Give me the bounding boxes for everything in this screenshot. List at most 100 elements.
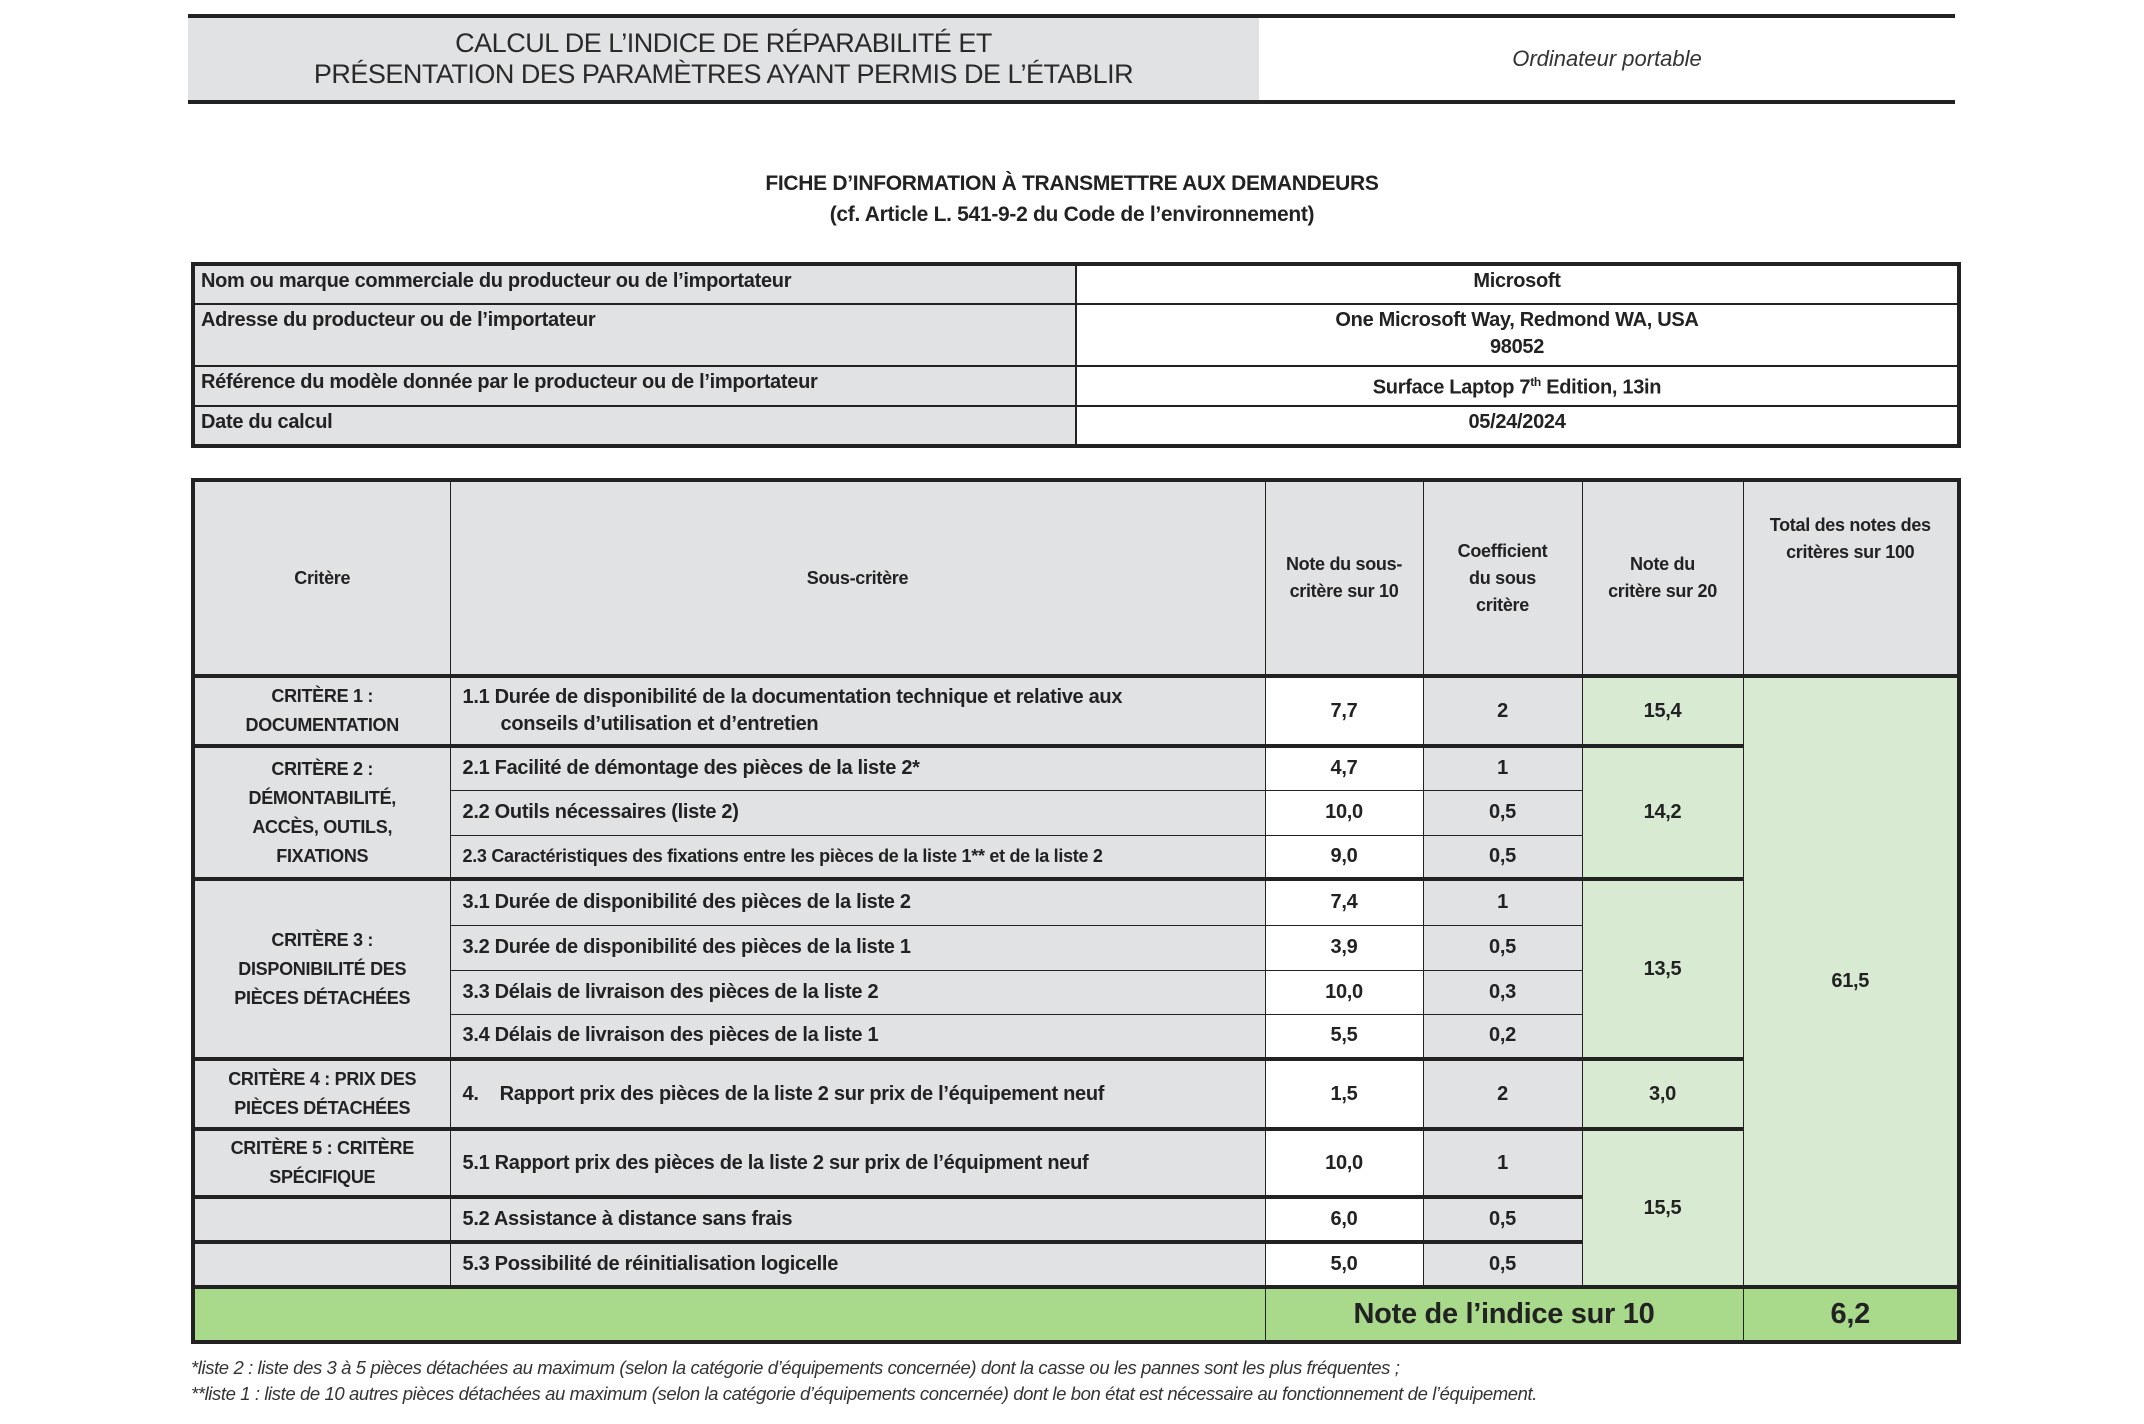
info-row-model: Référence du modèle donnée par le produc…	[192, 365, 1960, 407]
table-row: 5.3 Possibilité de réinitialisation logi…	[192, 1240, 1959, 1288]
sub-criterion-coef: 1	[1422, 744, 1583, 791]
header-note-sous-critere: Note du sous-critère sur 10	[1264, 479, 1424, 677]
criterion-text: DISPONIBILITÉ DES	[238, 958, 407, 979]
model-suffix: Edition, 13in	[1540, 376, 1662, 399]
product-category: Ordinateur portable	[1512, 46, 1702, 71]
criterion-4: CRITÈRE 4 : PRIX DES PIÈCES DÉTACHÉES	[192, 1057, 451, 1130]
sub-criterion-coef: 1	[1422, 877, 1583, 926]
address-line2: 98052	[1489, 336, 1545, 358]
criterion-empty-cell	[192, 1240, 451, 1288]
sub-criterion-coef: 0,2	[1422, 1013, 1583, 1060]
table-row: CRITÈRE 4 : PRIX DES PIÈCES DÉTACHÉES 4. …	[192, 1057, 1959, 1130]
sub-criterion-coef: 2	[1422, 674, 1583, 747]
table-row: CRITÈRE 2 : DÉMONTABILITÉ, ACCÈS, OUTILS, F…	[192, 744, 1959, 880]
criterion-2: CRITÈRE 2 : DÉMONTABILITÉ, ACCÈS, OUTILS, F…	[192, 744, 451, 880]
table-row: 3.3 Délais de livraison des pièces de la…	[193, 969, 1959, 1015]
date-label: Date du calcul	[192, 405, 1077, 447]
repairability-table: Critère Sous-critère Note du sous-critèr…	[191, 478, 1961, 1344]
sub-criterion-note: 7,7	[1264, 674, 1424, 747]
model-label: Référence du modèle donnée par le produc…	[192, 365, 1077, 407]
header-coefficient: Coefficient du sous critère	[1422, 479, 1583, 677]
sub-criterion-coef: 0,5	[1422, 834, 1583, 880]
sub-criterion-label: 3.1 Durée de disponibilité des pièces de…	[449, 877, 1266, 926]
sub-criterion-label: 1.1 Durée de disponibilité de la documen…	[449, 674, 1266, 747]
footnotes: *liste 2 : liste des 3 à 5 pièces détach…	[191, 1355, 1537, 1407]
sub-criterion-label: 5.2 Assistance à distance sans frais	[449, 1195, 1266, 1243]
table-row: 2.2 Outils nécessaires (liste 2) 10,0 0,…	[193, 789, 1959, 836]
criterion-3: CRITÈRE 3 : DISPONIBILITÉ DES PIÈCES DÉTAC…	[192, 877, 451, 1060]
header-text: Note du	[1630, 554, 1695, 574]
sub-criterion-note: 5,5	[1264, 1013, 1424, 1060]
model-value: Surface Laptop 7th Edition, 13in	[1075, 365, 1960, 407]
brand-value: Microsoft	[1075, 263, 1960, 305]
sub-criterion-note: 9,0	[1264, 834, 1424, 880]
criterion-text: SPÉCIFIQUE	[269, 1167, 376, 1187]
sub-criterion-text: 1.1 Durée de disponibilité de la documen…	[462, 686, 1123, 708]
sub-criterion-note: 6,0	[1264, 1195, 1424, 1243]
sub-criterion-label: 3.3 Délais de livraison des pièces de la…	[449, 969, 1266, 1015]
table-row: 3.4 Délais de livraison des pièces de la…	[193, 1013, 1959, 1060]
final-score-row: Note de l’indice sur 10 6,2	[192, 1285, 1960, 1343]
sub-criterion-note: 10,0	[1264, 1127, 1424, 1198]
model-sup: th	[1530, 375, 1541, 389]
address-line1: One Microsoft Way, Redmond WA, USA	[1335, 309, 1699, 331]
sub-criterion-note: 1,5	[1264, 1057, 1424, 1130]
criterion-text: CRITÈRE 3 :	[271, 929, 374, 950]
sub-criterion-coef: 2	[1422, 1057, 1583, 1130]
address-label: Adresse du producteur ou de l’importateu…	[192, 303, 1077, 367]
table-row: CRITÈRE 3 : DISPONIBILITÉ DES PIÈCES DÉTAC…	[192, 877, 1959, 1060]
final-empty-cell	[192, 1285, 1266, 1343]
fiche-heading: FICHE D’INFORMATION À TRANSMETTRE AUX DE…	[0, 168, 2144, 230]
document-header: CALCUL DE L’INDICE DE RÉPARABILITÉ ET PR…	[188, 14, 1955, 104]
criterion-note: 15,5	[1581, 1127, 1744, 1288]
criterion-text: DOCUMENTATION	[245, 715, 400, 735]
table-row: 3.2 Durée de disponibilité des pièces de…	[193, 924, 1959, 971]
criterion-text: PIÈCES DÉTACHÉES	[234, 987, 411, 1008]
header-title-line1: CALCUL DE L’INDICE DE RÉPARABILITÉ ET	[455, 28, 992, 58]
criterion-note: 13,5	[1581, 877, 1744, 1060]
criterion-5: CRITÈRE 5 : CRITÈRE SPÉCIFIQUE	[192, 1127, 451, 1198]
date-value: 05/24/2024	[1075, 405, 1960, 447]
sub-criterion-note: 5,0	[1264, 1240, 1424, 1288]
sub-criterion-text: conseils d’utilisation et d’entretien	[500, 713, 819, 735]
criterion-note: 3,0	[1581, 1057, 1744, 1130]
sub-criterion-note: 10,0	[1264, 789, 1424, 836]
header-title: CALCUL DE L’INDICE DE RÉPARABILITÉ ET PR…	[188, 18, 1259, 100]
table-row: CRITÈRE 5 : CRITÈRE SPÉCIFIQUE 5.1 Rappor…	[192, 1127, 1959, 1288]
criterion-text: CRITÈRE 2 :	[271, 758, 374, 779]
sub-criterion-note: 10,0	[1264, 969, 1424, 1015]
sub-criterion-coef: 1	[1422, 1127, 1583, 1198]
fiche-title: FICHE D’INFORMATION À TRANSMETTRE AUX DE…	[765, 172, 1379, 195]
sub-criterion-coef: 0,5	[1422, 1240, 1583, 1288]
sub-criterion-label: 2.2 Outils nécessaires (liste 2)	[449, 789, 1266, 836]
criterion-text: DÉMONTABILITÉ,	[248, 787, 397, 808]
brand-label: Nom ou marque commerciale du producteur …	[192, 263, 1077, 305]
sub-criterion-label: 3.4 Délais de livraison des pièces de la…	[449, 1013, 1266, 1060]
sub-criterion-note: 7,4	[1264, 877, 1424, 926]
criterion-empty-cell	[192, 1195, 451, 1243]
criterion-text: FIXATIONS	[276, 845, 369, 866]
header-critere: Critère	[192, 479, 451, 677]
final-score-label: Note de l’indice sur 10	[1264, 1285, 1744, 1343]
info-row-address: Adresse du producteur ou de l’importateu…	[192, 303, 1960, 367]
header-text: du sous	[1469, 567, 1536, 588]
criterion-text: CRITÈRE 5 : CRITÈRE	[230, 1138, 415, 1158]
sub-criterion-label: 4. Rapport prix des pièces de la liste 2…	[449, 1057, 1266, 1130]
table-header-row: Critère Sous-critère Note du sous-critèr…	[192, 479, 1960, 677]
criterion-text: CRITÈRE 4 : PRIX DES	[228, 1069, 417, 1089]
header-text: Total des notes des	[1769, 515, 1931, 535]
table-row: 2.3 Caractéristiques des fixations entre…	[193, 834, 1959, 880]
criterion-text: PIÈCES DÉTACHÉES	[234, 1098, 411, 1118]
sub-criterion-coef: 0,5	[1422, 924, 1583, 971]
sub-criterion-label: 3.2 Durée de disponibilité des pièces de…	[449, 924, 1266, 971]
sub-criterion-coef: 0,5	[1422, 789, 1583, 836]
sub-criterion-note: 3,9	[1264, 924, 1424, 971]
criterion-text: ACCÈS, OUTILS,	[252, 816, 393, 837]
header-text: Note du sous-	[1285, 554, 1403, 574]
criterion-text: CRITÈRE 1 :	[271, 686, 374, 706]
sub-criterion-coef: 0,5	[1422, 1195, 1583, 1243]
sub-criterion-coef: 0,3	[1422, 969, 1583, 1015]
criterion-note: 15,4	[1581, 674, 1744, 747]
header-total: Total des notes des critères sur 100	[1742, 479, 1960, 677]
footnote-liste2: *liste 2 : liste des 3 à 5 pièces détach…	[191, 1357, 1400, 1378]
